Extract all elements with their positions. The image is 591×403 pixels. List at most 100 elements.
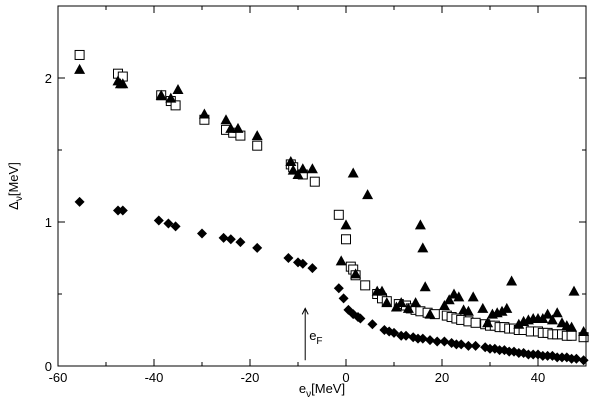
data-point-triangle [402,302,414,313]
fermi-arrow-head [301,307,309,315]
data-point-triangle [438,300,450,311]
data-point-triangle [155,89,167,100]
fermi-label-main: e [309,328,316,343]
data-point-diamond [218,232,229,243]
data-point-triangle [443,294,455,305]
data-point-triangle [285,156,297,167]
data-point-triangle [482,317,494,328]
y-axis-label-main: Δ [6,201,21,210]
data-point-triangle [292,168,304,179]
data-point-diamond [578,355,589,366]
x-axis-ticks: -60 -40 -20 0 20 40 [49,6,587,385]
data-point-diamond [432,336,443,347]
data-point-diamond [425,335,435,346]
data-point-square [470,317,481,328]
data-point-square [309,176,320,187]
data-point-triangle [306,163,318,174]
data-point-triangle [172,84,184,95]
data-point-triangle [477,302,489,313]
data-point-triangle [251,130,263,141]
series-filled-diamond [74,196,589,366]
data-point-diamond [333,283,344,294]
data-point-triangle [340,219,352,230]
data-point-triangle [566,321,578,332]
data-point-square [333,209,344,220]
x-axis-label: eν[MeV] [299,381,345,400]
data-point-triangle [410,297,422,308]
data-point-diamond [197,228,207,239]
x-axis-label-sub: ν [306,389,311,400]
data-point-triangle [419,281,431,292]
data-point-triangle [117,78,129,89]
data-point-triangle [232,122,244,133]
data-point-triangle [198,108,210,119]
data-point-diamond [389,327,399,338]
x-axis-label-unit: [MeV] [311,381,345,396]
y-axis-label-unit: [MeV] [6,162,21,196]
y-tick-label: 1 [45,215,52,230]
data-point-diamond [170,221,181,232]
data-point-triangle [376,285,388,296]
data-point-diamond [163,218,174,229]
data-point-diamond [456,339,467,350]
data-point-diamond [74,196,85,207]
data-point-triangle [578,325,590,336]
data-point-square [74,49,85,60]
x-tick-label: -40 [145,370,164,385]
data-point-diamond [307,263,318,274]
data-point-triangle [506,275,518,286]
data-point-diamond [283,253,294,263]
axes: -60 -40 -20 0 20 40 0 1 2 [45,5,587,385]
x-tick-label: -60 [49,370,68,385]
data-point-square [170,100,181,111]
data-point-triangle [220,114,232,125]
data-point-diamond [439,336,450,347]
data-point-triangle [513,318,525,329]
data-point-triangle [347,167,359,178]
data-point-diamond [401,330,411,341]
data-point-diamond [338,293,349,304]
data-point-triangle [453,291,465,302]
data-point-triangle [335,255,347,266]
data-point-square [360,280,371,291]
fermi-label: eF [309,328,322,347]
data-point-triangle [297,163,309,174]
data-point-triangle [424,308,436,319]
y-axis-ticks: 0 1 2 [45,71,586,374]
y-tick-label: 2 [45,71,52,86]
data-point-square [252,140,263,151]
data-point-diamond [225,234,236,245]
fermi-label-sub: F [316,336,322,347]
x-tick-label: 20 [435,370,449,385]
data-point-square [341,234,351,245]
data-point-diamond [252,242,263,253]
data-point-triangle [74,63,86,74]
data-point-diamond [297,258,308,269]
data-point-triangle [496,305,508,316]
data-point-diamond [153,215,164,226]
data-point-triangle [362,189,374,200]
y-axis-label-sub: ν [14,196,25,201]
data-point-triangle [568,285,580,296]
data-point-triangle [542,308,554,319]
data-point-diamond [417,333,428,344]
data-point-triangle [287,164,299,175]
data-point-triangle [225,122,237,133]
data-point-diamond [355,313,366,324]
x-tick-label: 40 [531,370,545,385]
data-point-triangle [417,242,429,253]
data-point-triangle [551,307,563,318]
data-point-diamond [463,340,474,351]
data-point-diamond [235,237,246,248]
y-tick-label: 0 [45,359,52,374]
x-tick-label: 0 [342,370,349,385]
series-open-square [74,49,589,343]
data-point-triangle [501,302,513,313]
data-point-diamond [470,340,481,351]
data-point-triangle [350,268,362,279]
y-axis-label: Δν[MeV] [6,162,25,210]
x-tick-label: -20 [241,370,260,385]
plot-frame [57,5,587,367]
data-point-diamond [571,353,582,364]
